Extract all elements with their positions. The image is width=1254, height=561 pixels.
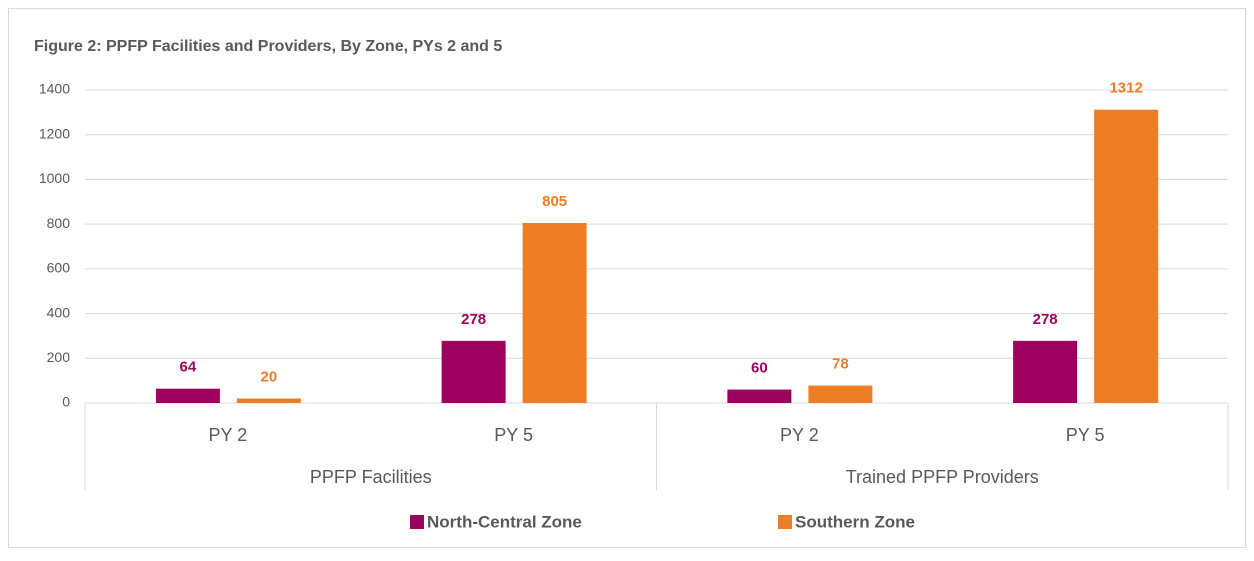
data-label: 60 <box>751 360 768 377</box>
bar <box>808 385 873 403</box>
bar <box>727 389 792 403</box>
y-tick-label: 1400 <box>39 81 70 97</box>
bar <box>236 398 301 403</box>
x-tick-label: PY 2 <box>209 425 248 445</box>
group-label: Trained PPFP Providers <box>846 467 1039 487</box>
bar <box>155 388 220 403</box>
data-label: 1312 <box>1109 80 1142 97</box>
legend-swatch <box>410 515 424 529</box>
data-label: 20 <box>261 368 278 385</box>
legend-label: North-Central Zone <box>427 512 582 531</box>
x-tick-label: PY 2 <box>780 425 819 445</box>
group-label: PPFP Facilities <box>310 467 432 487</box>
bar <box>1013 340 1078 403</box>
data-label: 278 <box>461 311 486 328</box>
y-tick-label: 1200 <box>39 125 70 141</box>
data-label: 64 <box>180 359 197 376</box>
y-tick-label: 400 <box>47 304 71 320</box>
legend-label: Southern Zone <box>795 512 915 531</box>
y-tick-label: 800 <box>47 215 71 231</box>
x-tick-label: PY 5 <box>1066 425 1105 445</box>
y-tick-label: 600 <box>47 260 71 276</box>
legend-swatch <box>778 515 792 529</box>
y-tick-label: 1000 <box>39 170 70 186</box>
chart-title: Figure 2: PPFP Facilities and Providers,… <box>34 38 502 55</box>
bar <box>522 223 587 403</box>
y-tick-label: 0 <box>62 394 70 410</box>
chart-border <box>8 8 1246 548</box>
bar <box>441 340 506 403</box>
data-label: 278 <box>1033 311 1058 328</box>
bar <box>1094 109 1159 403</box>
y-tick-label: 200 <box>47 349 71 365</box>
x-tick-label: PY 5 <box>494 425 533 445</box>
data-label: 805 <box>542 193 567 210</box>
data-label: 78 <box>832 356 849 373</box>
